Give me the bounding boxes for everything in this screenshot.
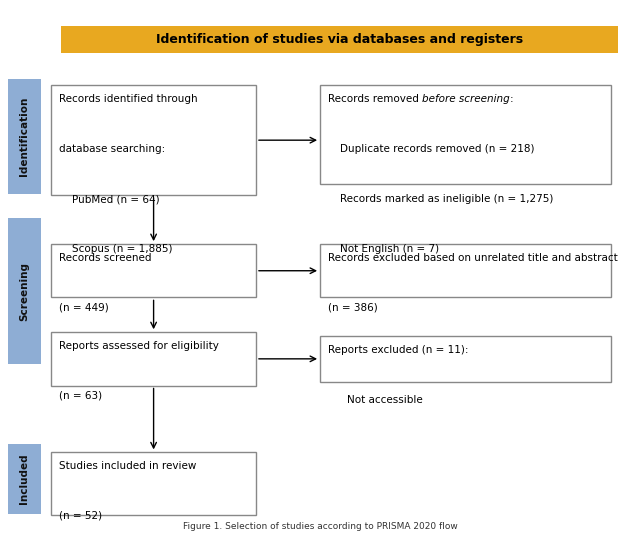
Text: (n = 52): (n = 52): [59, 511, 102, 521]
FancyBboxPatch shape: [8, 218, 41, 364]
Text: Identification: Identification: [19, 97, 29, 176]
Text: (n = 386): (n = 386): [328, 303, 378, 312]
Text: Identification of studies via databases and registers: Identification of studies via databases …: [156, 33, 523, 46]
FancyBboxPatch shape: [320, 244, 611, 297]
FancyBboxPatch shape: [8, 444, 41, 514]
FancyBboxPatch shape: [51, 85, 256, 195]
Text: before screening: before screening: [422, 94, 509, 104]
FancyBboxPatch shape: [51, 452, 256, 515]
FancyBboxPatch shape: [320, 85, 611, 184]
Text: Reports excluded (n = 11):: Reports excluded (n = 11):: [328, 345, 468, 355]
Text: Records marked as ineligible (n = 1,275): Records marked as ineligible (n = 1,275): [340, 194, 554, 204]
Text: Screening: Screening: [19, 262, 29, 320]
Text: Records identified through: Records identified through: [59, 94, 198, 104]
Text: (n = 63): (n = 63): [59, 391, 102, 400]
FancyBboxPatch shape: [61, 26, 618, 53]
Text: Studies included in review: Studies included in review: [59, 461, 196, 471]
FancyBboxPatch shape: [51, 244, 256, 297]
FancyBboxPatch shape: [320, 336, 611, 382]
Text: Figure 1. Selection of studies according to PRISMA 2020 flow: Figure 1. Selection of studies according…: [182, 522, 458, 531]
Text: Records excluded based on unrelated title and abstract: Records excluded based on unrelated titl…: [328, 253, 618, 263]
Text: Included: Included: [19, 454, 29, 504]
Text: Scopus (n = 1,885): Scopus (n = 1,885): [72, 244, 172, 254]
Text: Records screened: Records screened: [59, 253, 152, 263]
Text: Records removed: Records removed: [328, 94, 422, 104]
Text: Duplicate records removed (n = 218): Duplicate records removed (n = 218): [340, 144, 535, 154]
FancyBboxPatch shape: [8, 79, 41, 194]
Text: database searching:: database searching:: [59, 144, 165, 154]
Text: :: :: [509, 94, 513, 104]
Text: Reports assessed for eligibility: Reports assessed for eligibility: [59, 341, 219, 351]
Text: Not English (n = 7): Not English (n = 7): [340, 244, 440, 254]
FancyBboxPatch shape: [51, 332, 256, 386]
Text: Not accessible: Not accessible: [347, 395, 422, 405]
Text: PubMed (n = 64): PubMed (n = 64): [72, 194, 159, 204]
Text: (n = 449): (n = 449): [59, 303, 109, 312]
